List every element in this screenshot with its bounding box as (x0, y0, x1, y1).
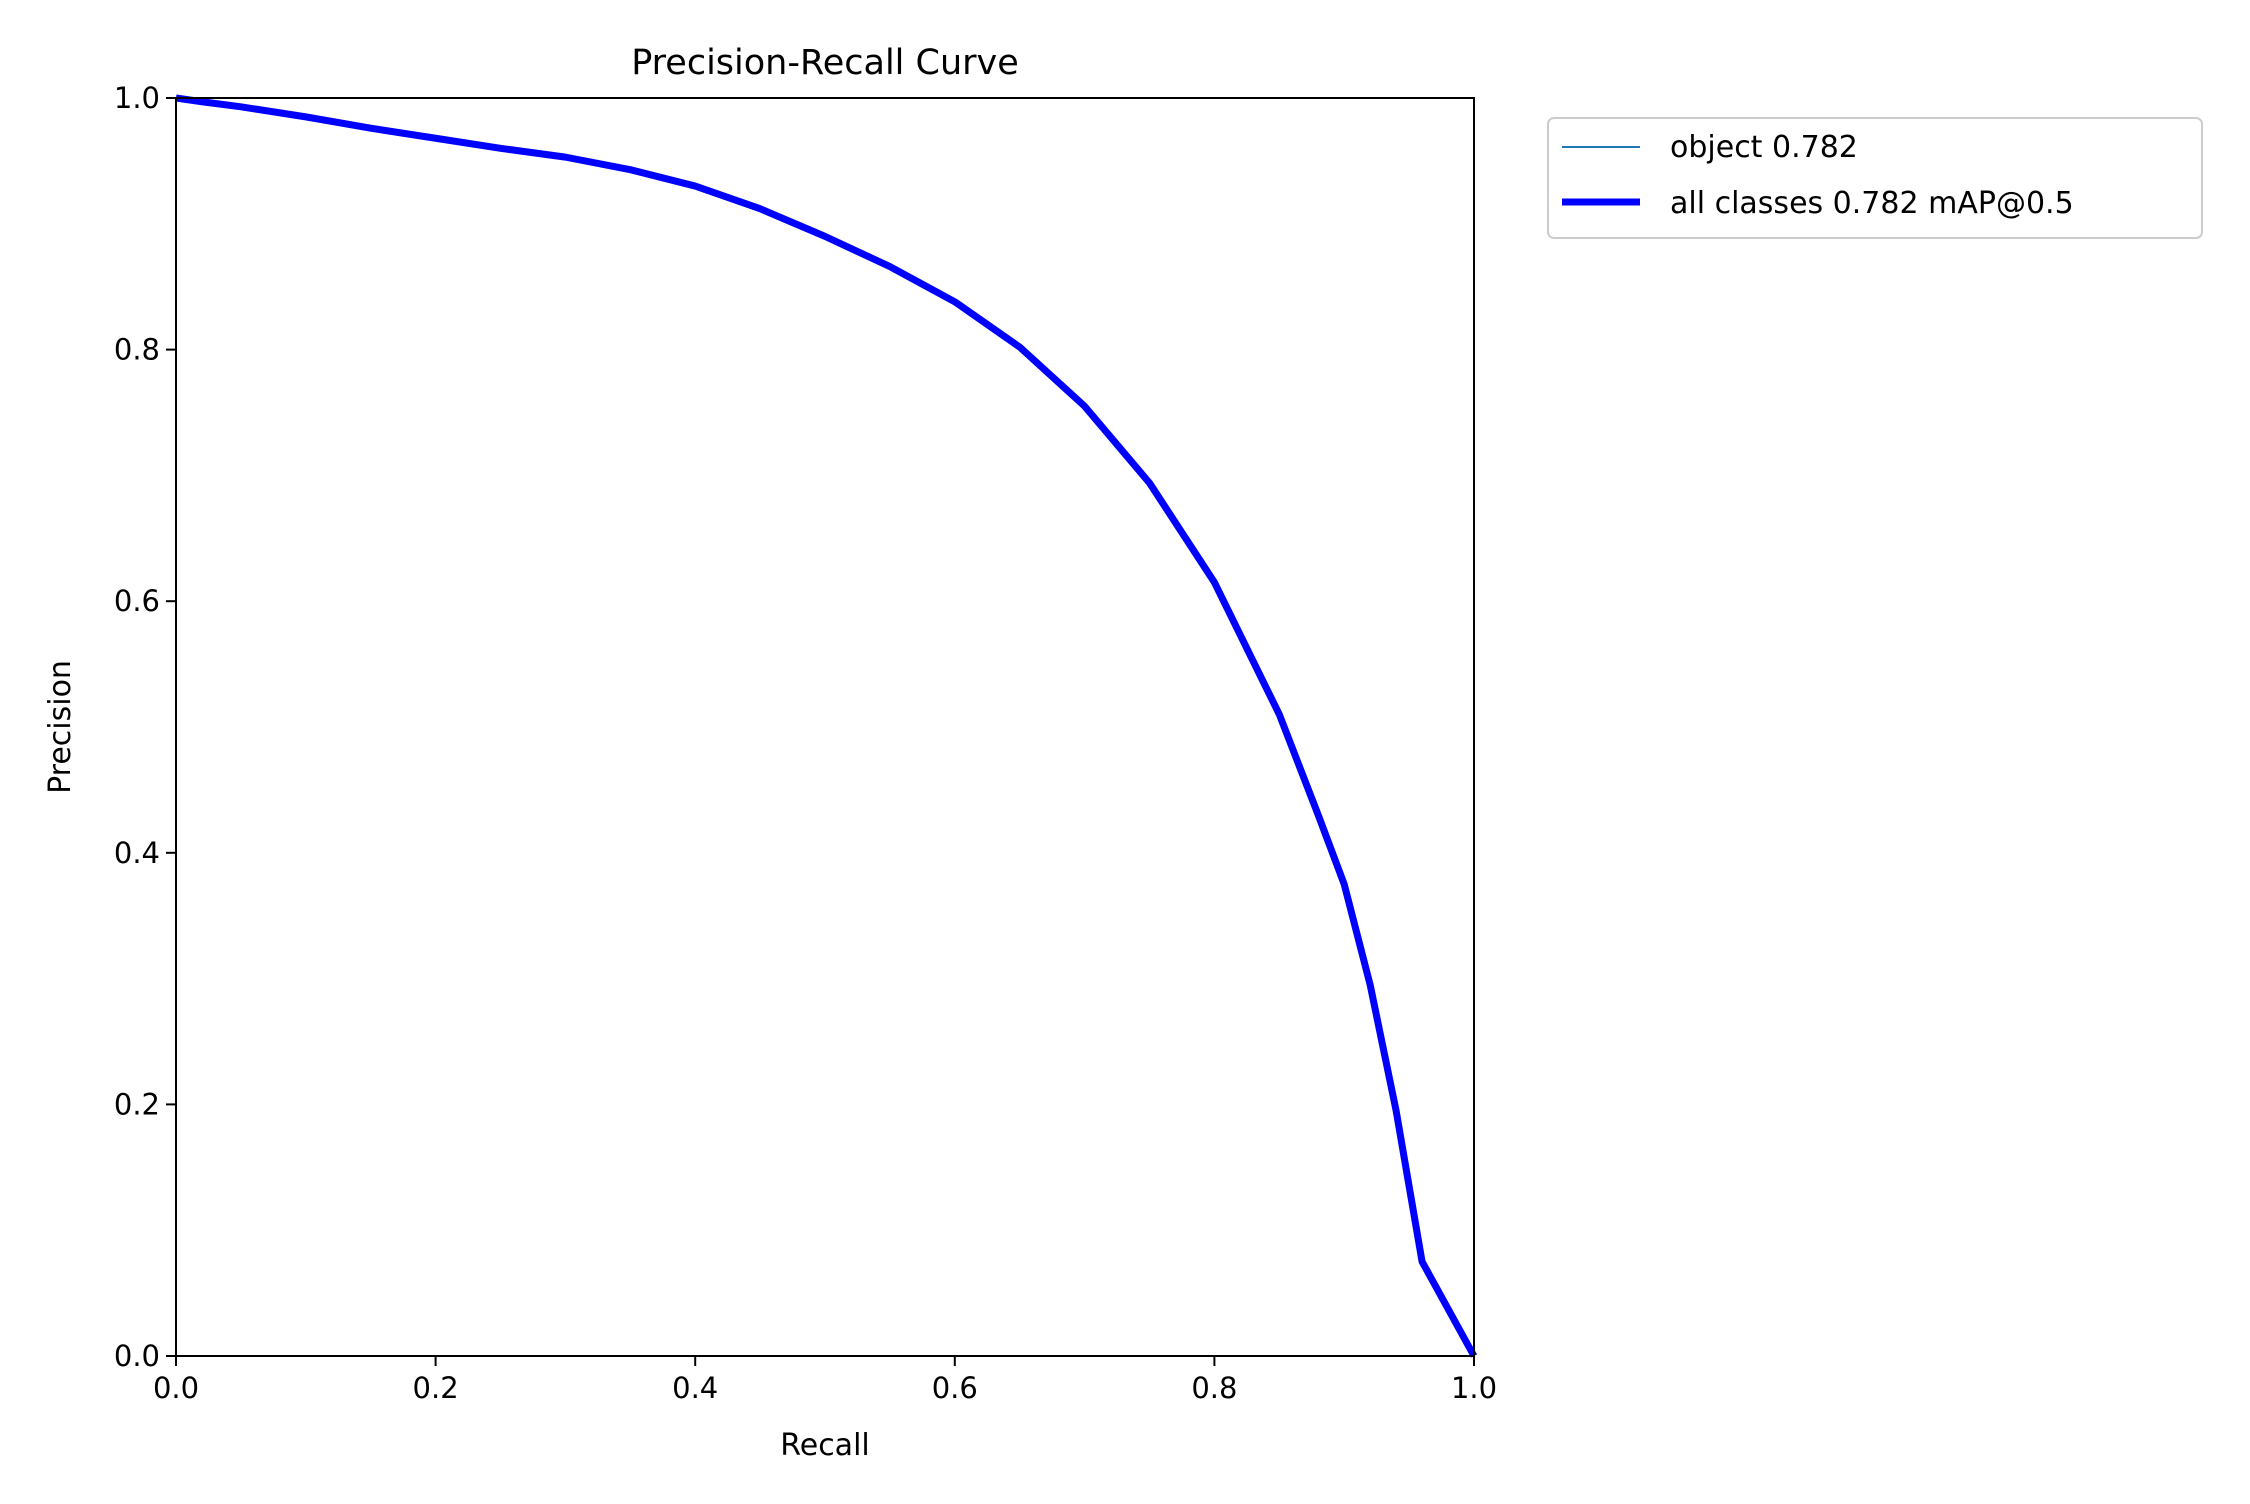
y-tick-label: 0.2 (114, 1087, 160, 1121)
legend-label-object: object 0.782 (1670, 130, 1858, 165)
x-tick-label: 0.6 (932, 1371, 978, 1405)
y-tick-label: 0.8 (114, 333, 160, 367)
x-tick-label: 0.0 (153, 1371, 199, 1405)
y-tick-label: 0.6 (114, 584, 160, 618)
plot-area-frame (175, 97, 1475, 1357)
x-axis-label: Recall (780, 1428, 870, 1463)
series-line-all-classes (175, 94, 1478, 1358)
x-tick-label: 0.4 (672, 1371, 718, 1405)
y-axis-label: Precision (43, 660, 78, 794)
y-tick-label: 0.4 (114, 836, 160, 870)
legend: object 0.782 all classes 0.782 mAP@0.5 (1547, 117, 2203, 239)
chart-title: Precision-Recall Curve (631, 43, 1019, 83)
legend-label-all-classes: all classes 0.782 mAP@0.5 (1670, 186, 2074, 221)
y-tick-label: 1.0 (114, 81, 160, 115)
y-tick-label: 0.0 (114, 1339, 160, 1373)
x-tick-label: 1.0 (1451, 1371, 1497, 1405)
legend-frame (1547, 117, 2203, 239)
series-line-object (175, 97, 1475, 1357)
x-tick-label: 0.2 (413, 1371, 459, 1405)
x-tick-label: 0.8 (1191, 1371, 1237, 1405)
